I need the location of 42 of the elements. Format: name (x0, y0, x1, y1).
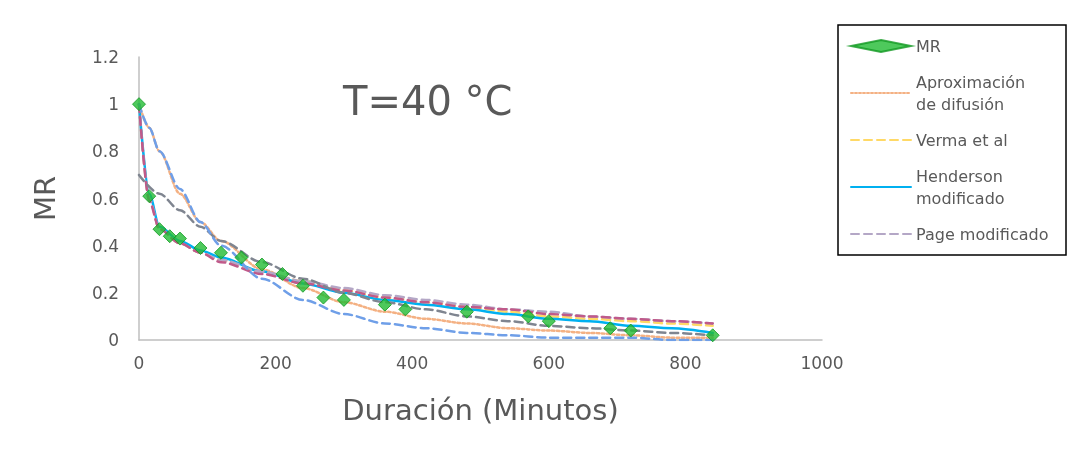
x-tick-label: 1000 (800, 352, 844, 373)
y-tick-label: 0.4 (91, 235, 119, 256)
point (213, 245, 228, 260)
point (541, 314, 556, 329)
x-tick-label: 800 (669, 352, 702, 373)
y-tick-label: 1 (108, 94, 119, 115)
point (162, 229, 177, 244)
point (377, 297, 392, 312)
x-axis-title: Duración (Minutos) (342, 392, 619, 427)
point (398, 302, 413, 317)
point (275, 266, 290, 281)
point (254, 257, 269, 272)
point (193, 241, 208, 256)
y-tick-label: 0 (108, 330, 119, 350)
x-tick-label: 400 (395, 352, 429, 373)
point (295, 278, 310, 293)
y-tick-label: 0.6 (91, 188, 119, 209)
x-tick-label: 0 (133, 352, 145, 373)
y-axis-title: MR (27, 175, 62, 222)
legend-label: Page modificado (916, 224, 1049, 244)
x-tick-label: 200 (259, 352, 292, 373)
point (521, 309, 536, 324)
point (172, 231, 187, 246)
y-tick-label: 0.2 (91, 282, 119, 303)
point (132, 97, 146, 112)
point (316, 290, 331, 305)
y-tick-label: 0.8 (91, 141, 119, 162)
y-tick-label: 1.2 (91, 47, 119, 67)
text: T=40 °C (342, 78, 513, 124)
point (142, 189, 157, 204)
point (152, 222, 167, 237)
legend-label: Verma et al (916, 130, 1008, 150)
point (459, 304, 474, 319)
point (623, 323, 638, 338)
legend-label: Aproximación de difusión (916, 72, 1031, 114)
point (234, 250, 249, 265)
point (336, 292, 351, 307)
x-tick-label: 600 (532, 352, 566, 373)
point (705, 328, 720, 343)
legend-label: Henderson modificado (916, 166, 1008, 208)
legend-label: MR (916, 36, 941, 56)
point (603, 321, 618, 336)
